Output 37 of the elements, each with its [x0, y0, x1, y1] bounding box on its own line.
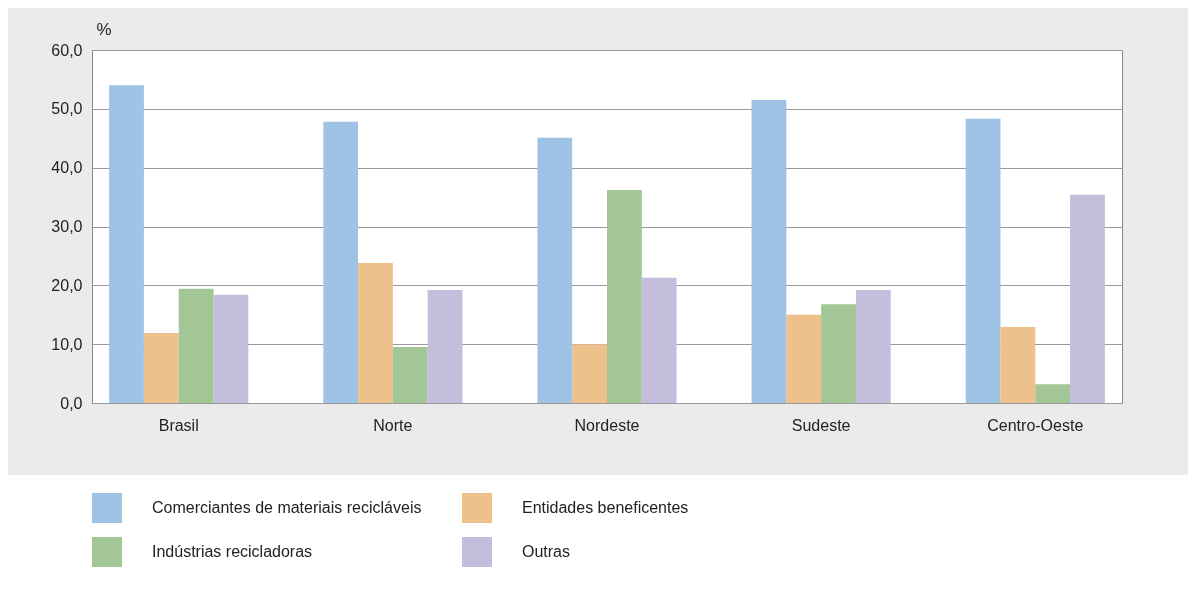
x-tick-label: Brasil	[158, 416, 199, 434]
y-tick-label: 10,0	[51, 335, 83, 353]
legend-label: Comerciantes de materiais recicláveis	[152, 499, 422, 516]
y-axis-title: %	[96, 19, 112, 39]
x-tick-label: Nordeste	[574, 416, 640, 434]
bar	[965, 118, 1001, 403]
bar	[751, 100, 787, 403]
bar	[821, 304, 856, 403]
bar	[1070, 194, 1105, 403]
bar	[641, 277, 677, 403]
legend-label: Indústrias recicladoras	[152, 543, 313, 560]
bar	[1035, 384, 1071, 403]
bar	[1000, 327, 1036, 403]
y-tick-label: 60,0	[51, 41, 83, 59]
bar	[323, 121, 359, 403]
y-tick-label: 40,0	[51, 159, 83, 177]
legend-label: Entidades beneficentes	[522, 499, 689, 516]
y-tick-label: 20,0	[51, 276, 83, 294]
x-tick-label: Norte	[373, 416, 413, 434]
bar	[109, 85, 144, 403]
bar	[178, 288, 214, 403]
y-tick-label: 0,0	[60, 394, 83, 412]
bar	[143, 332, 179, 403]
bar	[607, 190, 642, 403]
legend-label: Outras	[522, 543, 571, 560]
bar	[358, 262, 393, 403]
bar	[572, 344, 607, 403]
bar	[855, 290, 891, 403]
y-tick-label: 50,0	[51, 100, 83, 118]
x-tick-label: Centro-Oeste	[987, 416, 1084, 434]
bar	[213, 294, 249, 403]
x-tick-label: Sudeste	[791, 416, 851, 434]
bar	[392, 347, 428, 403]
bar	[427, 290, 463, 403]
bar	[786, 314, 822, 403]
y-tick-label: 30,0	[51, 218, 83, 235]
bar	[537, 137, 573, 403]
